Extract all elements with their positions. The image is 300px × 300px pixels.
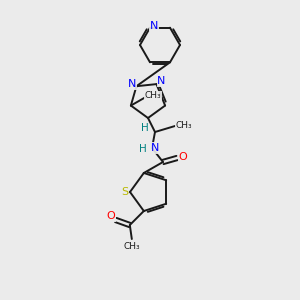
Text: CH₃: CH₃ (124, 242, 140, 250)
Text: N: N (128, 79, 136, 89)
Text: O: O (106, 211, 115, 221)
Text: O: O (178, 152, 188, 162)
Text: N: N (151, 143, 159, 153)
Text: CH₃: CH₃ (176, 121, 192, 130)
Text: CH₃: CH₃ (145, 91, 161, 100)
Text: H: H (139, 144, 147, 154)
Text: N: N (157, 76, 166, 86)
Text: S: S (122, 187, 129, 197)
Text: H: H (141, 123, 149, 133)
Text: N: N (150, 21, 158, 31)
